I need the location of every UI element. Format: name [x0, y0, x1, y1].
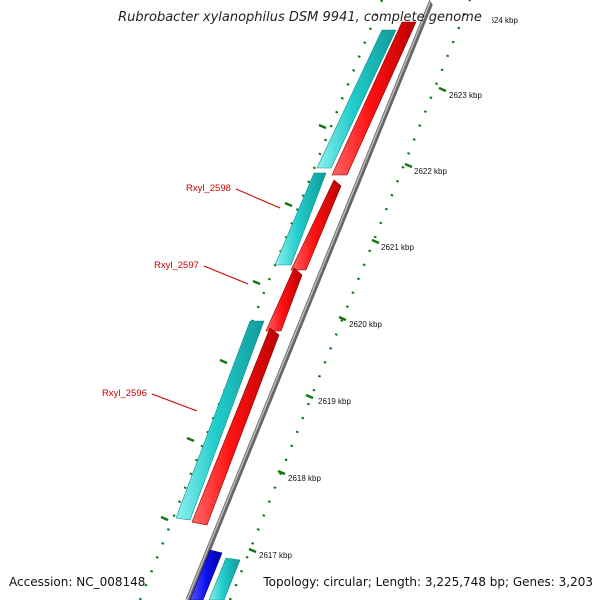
cyan-feature-track: [175, 29, 397, 600]
backbone-track: [185, 0, 435, 600]
inner-tick-marks: [160, 123, 327, 522]
scale-ticks: [248, 14, 483, 554]
red-feature-rxyl-2597: [265, 267, 303, 332]
red-feature-rxyl-2598: [290, 179, 342, 271]
arc-edge: [430, 0, 452, 14]
cyan-feature-top: [316, 29, 397, 169]
gene-label-rxyl-2598[interactable]: Rxyl_2598: [186, 183, 231, 194]
tick-label-2621: 2621 kbp: [381, 243, 414, 252]
tick-label-2617: 2617 kbp: [259, 551, 292, 560]
cyan-feature-rxyl-2596: [175, 320, 265, 521]
cyan-feature-rxyl-2598: [274, 172, 327, 266]
tick-label-2623: 2623 kbp: [449, 91, 482, 100]
red-feature-top: [331, 21, 417, 176]
map-title: Rubrobacter xylanophilus DSM 9941, compl…: [118, 10, 482, 25]
tick-label-2622: 2622 kbp: [414, 167, 447, 176]
tick-label-2620: 2620 kbp: [349, 320, 382, 329]
gene-label-rxyl-2597[interactable]: Rxyl_2597: [154, 260, 199, 271]
cyan-feature-bottom: [208, 557, 241, 600]
red-feature-rxyl-2596: [191, 327, 280, 526]
tick-label-2624: 2624 kbp: [485, 16, 518, 25]
inner-dotted-guide: [138, 0, 384, 600]
scale-labels: 2624 kbp 2623 kbp 2622 kbp 2621 kbp 2620…: [259, 16, 518, 560]
blue-feature: [189, 549, 223, 600]
tick-label-2618: 2618 kbp: [288, 474, 321, 483]
accession-label: Accession: NC_008148: [9, 575, 146, 589]
gene-label-rxyl-2596[interactable]: Rxyl_2596: [102, 388, 147, 399]
topology-label: Topology: circular; Length: 3,225,748 bp…: [263, 575, 593, 589]
red-feature-track: [191, 21, 417, 526]
title-clip-mask: [470, 6, 492, 28]
gene-leader-lines: [151, 188, 281, 412]
outer-dotted-guide: [228, 0, 472, 600]
tick-label-2619: 2619 kbp: [318, 397, 351, 406]
